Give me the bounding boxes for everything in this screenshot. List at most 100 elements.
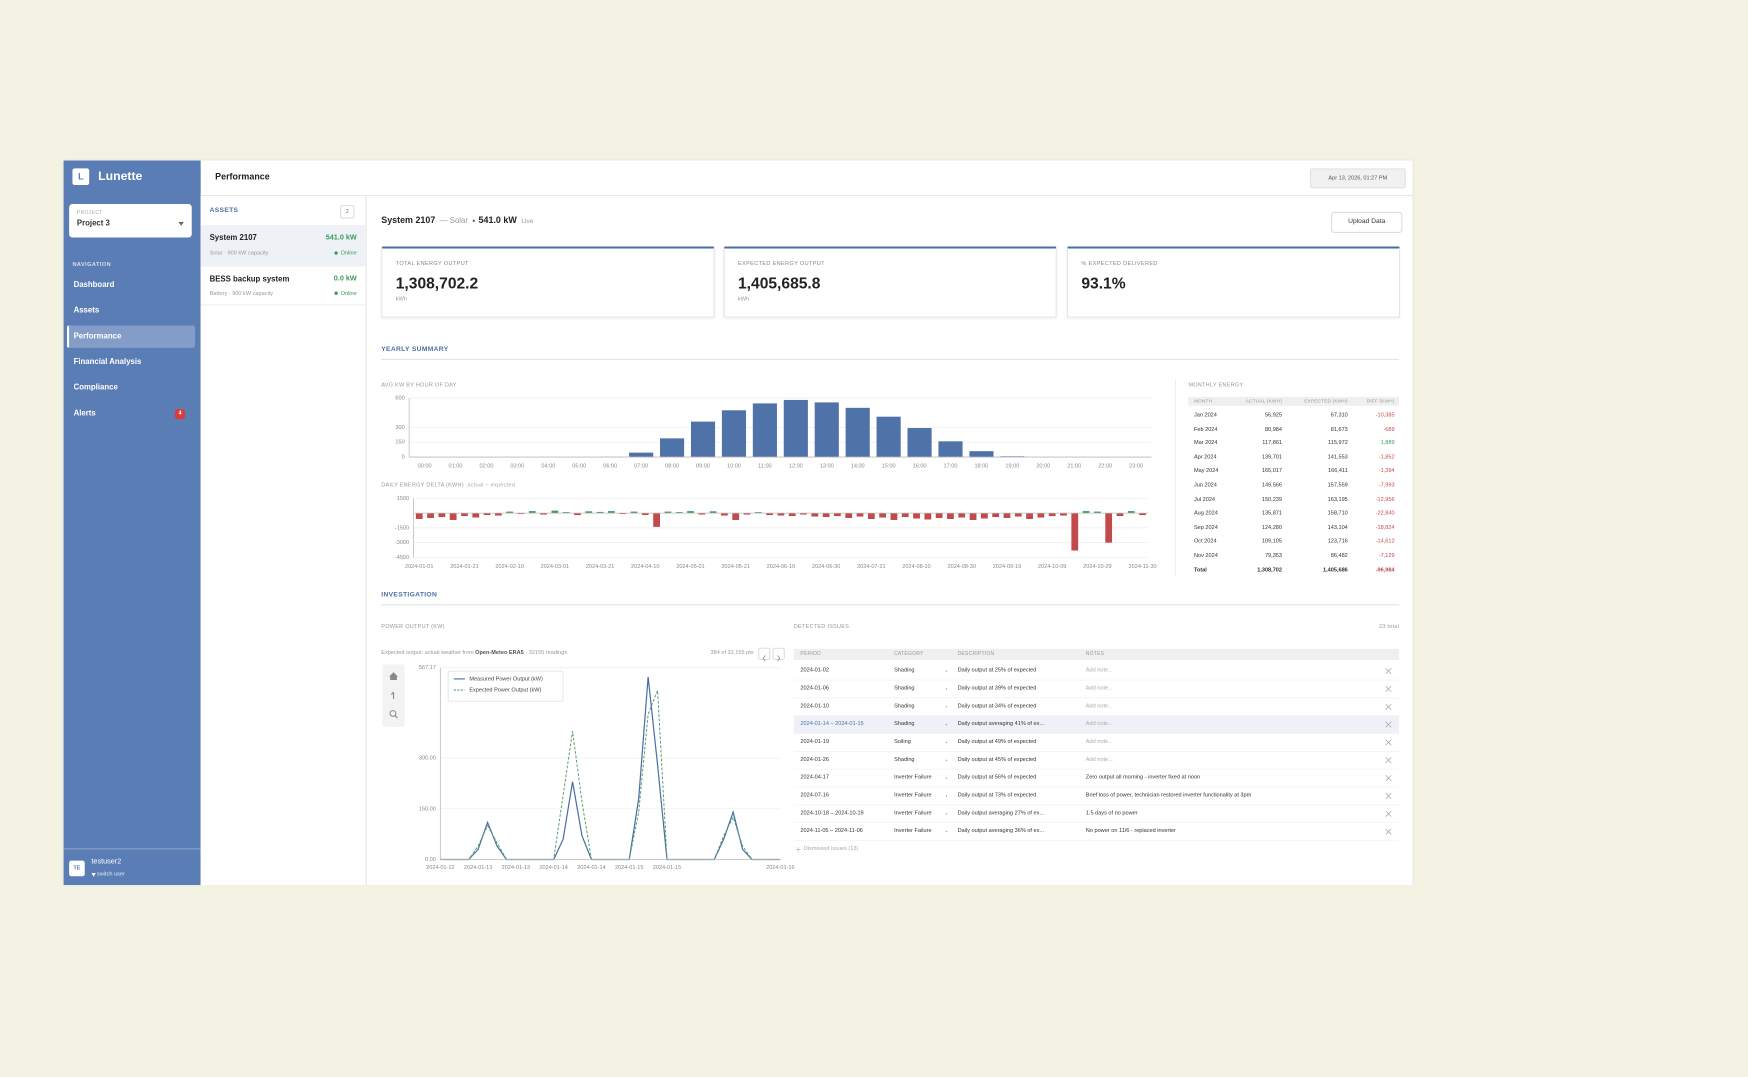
- dismiss-icon[interactable]: [1385, 775, 1392, 782]
- bar: [641, 513, 649, 516]
- table-cell: -10,385: [1375, 411, 1395, 419]
- bar: [1139, 513, 1146, 516]
- bar: [907, 428, 932, 458]
- legend-box: [447, 670, 564, 702]
- bar: [800, 513, 807, 515]
- timestamp: Apr 13, 2026, 01:27 PM: [1309, 168, 1406, 189]
- dismiss-icon[interactable]: [1385, 703, 1392, 710]
- assets-title: ASSETS: [209, 207, 239, 215]
- table-cell: Shading: [894, 667, 915, 674]
- note-readings: · 32155 readings: [525, 649, 568, 657]
- table-cell: 117,861: [1262, 439, 1283, 447]
- separator-dot: [945, 813, 948, 815]
- dismiss-icon[interactable]: [1385, 739, 1392, 746]
- x-tick-label: 2024-03-01: [541, 564, 569, 570]
- table-cell: -7,993: [1378, 482, 1395, 489]
- table-cell: 2024-01-10: [800, 702, 829, 710]
- x-tick-label: 2024-04-10: [631, 564, 659, 570]
- prev-button[interactable]: [758, 647, 771, 662]
- bar: [449, 513, 457, 520]
- x-tick-label: 2024-06-10: [767, 564, 795, 570]
- table-cell: 2024-10-18 – 2024-10-19: [800, 809, 864, 817]
- bar: [596, 511, 604, 514]
- asset-detail: Solar · 900 kW capacity: [209, 250, 269, 257]
- bar: [675, 512, 683, 514]
- bar: [1014, 513, 1022, 517]
- nav-label: NAVIGATION: [72, 261, 112, 269]
- x-tick-label: 2024-02-10: [495, 564, 523, 570]
- bar: [938, 441, 963, 458]
- x-tick-label: 2024-01-21: [450, 564, 478, 570]
- bar: [980, 513, 988, 519]
- dismiss-icon[interactable]: [1385, 828, 1392, 835]
- nav-item[interactable]: Dashboard: [73, 281, 115, 290]
- table-cell: 143,104: [1327, 524, 1348, 531]
- bar: [1026, 513, 1033, 519]
- user-avatar: TE: [69, 860, 85, 877]
- x-tick-label: 07:00: [634, 463, 648, 469]
- table-cell: Oct 2024: [1193, 538, 1217, 546]
- bar: [811, 513, 819, 517]
- separator-dot: [945, 777, 948, 779]
- upload-button[interactable]: Upload Data: [1331, 211, 1403, 233]
- y-tick-label: 150.00: [419, 806, 436, 812]
- asset-row[interactable]: [200, 225, 366, 267]
- table-cell: Shading: [894, 756, 915, 764]
- nav-item[interactable]: Alerts: [73, 409, 96, 418]
- table-cell: Daily output at 56% of expected: [957, 774, 1037, 781]
- column-header: ACTUAL (KWH): [1245, 397, 1283, 404]
- bar: [777, 513, 785, 516]
- dismiss-icon[interactable]: [1385, 810, 1392, 817]
- asset-status: Online: [334, 291, 357, 298]
- y-tick-label: 300: [395, 425, 404, 431]
- next-button[interactable]: [772, 647, 785, 662]
- x-tick-label: 2024-01-14: [577, 865, 605, 871]
- column-header: PERIOD: [800, 650, 821, 657]
- nav-item[interactable]: Financial Analysis: [73, 358, 142, 367]
- table-cell: Jul 2024: [1193, 496, 1216, 503]
- table-cell: Add note...: [1085, 685, 1113, 692]
- dismiss-icon[interactable]: [1385, 721, 1392, 728]
- bar: [607, 511, 615, 514]
- caret-icon: [178, 221, 184, 226]
- dismiss-icon[interactable]: [1385, 685, 1392, 693]
- x-tick-label: 22:00: [1098, 463, 1112, 469]
- table-cell: No power on 11/6 - replaced inverter: [1085, 827, 1176, 835]
- bar: [1003, 513, 1011, 519]
- x-tick-label: 2024-01-16: [766, 865, 794, 871]
- bar: [528, 511, 536, 514]
- bar: [721, 513, 728, 516]
- table-cell: -689: [1383, 425, 1395, 433]
- bar: [913, 513, 920, 519]
- bar: [845, 513, 853, 519]
- bar: [415, 513, 423, 519]
- dismiss-icon[interactable]: [1385, 757, 1392, 764]
- switch-user[interactable]: switch user: [96, 871, 125, 878]
- kpi-card: EXPECTED ENERGY OUTPUT 1,405,685.8 kWh: [723, 246, 1057, 318]
- x-tick-label: 2024-01-13: [502, 865, 530, 871]
- table-cell: -22,840: [1375, 510, 1395, 517]
- x-tick-label: 2024-09-19: [993, 564, 1021, 570]
- toolbar-icons[interactable]: [382, 664, 404, 726]
- asset-row[interactable]: [200, 268, 366, 306]
- dismiss-icon[interactable]: [1385, 792, 1392, 800]
- nav-item[interactable]: Performance: [73, 332, 122, 341]
- project-select[interactable]: PROJECT Project 3: [69, 204, 192, 238]
- separator-dot: [945, 670, 948, 672]
- x-tick-label: 2024-10-09: [1038, 564, 1066, 570]
- dismiss-icon[interactable]: [1385, 668, 1392, 675]
- bar: [664, 511, 672, 514]
- bar: [814, 402, 839, 458]
- x-tick-label: 2024-05-21: [721, 564, 749, 570]
- column-header: NOTES: [1085, 650, 1105, 657]
- table-cell: 2024-01-02: [800, 667, 829, 674]
- dismissed-toggle[interactable]: Dismissed issues (13): [803, 845, 859, 853]
- nav-item[interactable]: Assets: [73, 307, 100, 315]
- bar: [879, 513, 887, 518]
- bar: [562, 512, 570, 514]
- nav-item[interactable]: Compliance: [73, 384, 118, 392]
- note-source: Open-Meteo ERA5: [475, 649, 524, 657]
- table-cell: May 2024: [1193, 468, 1219, 475]
- bar: [754, 512, 762, 514]
